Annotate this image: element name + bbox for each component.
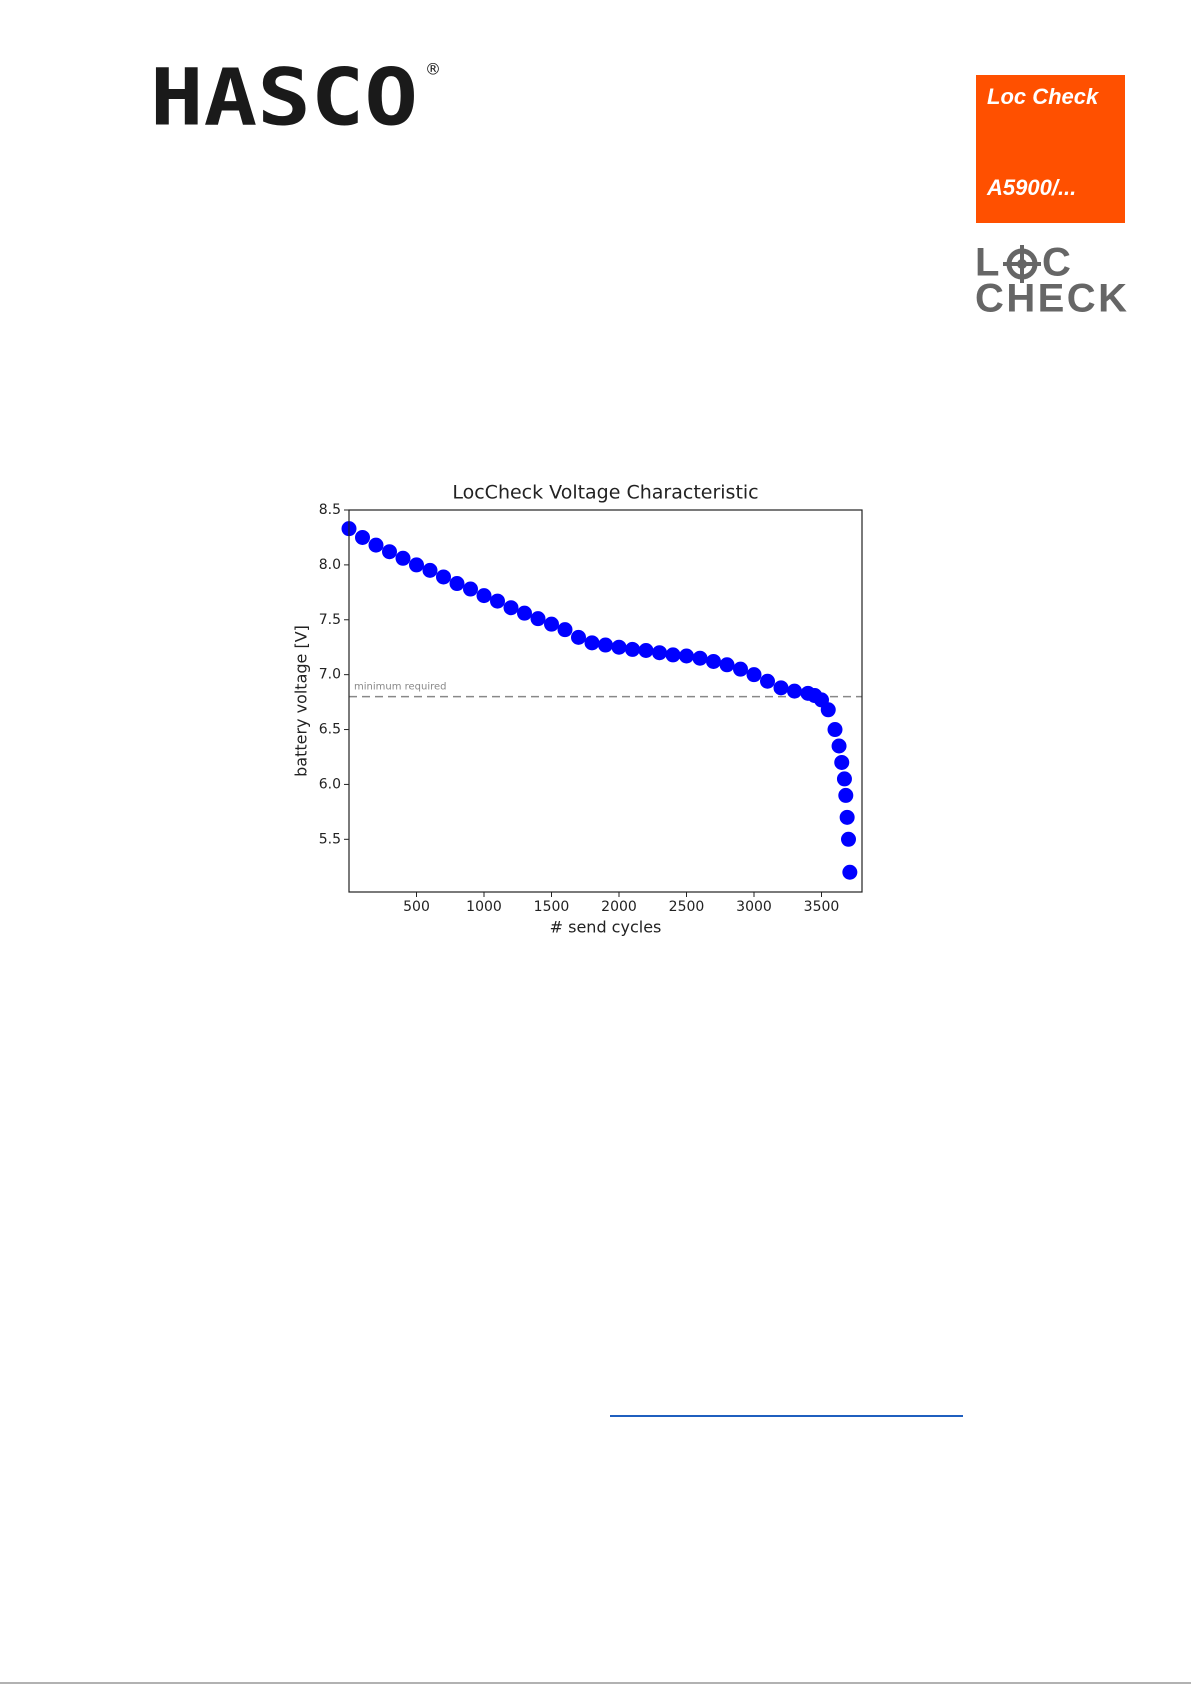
data-point: [706, 653, 721, 669]
data-point: [773, 680, 789, 696]
data-point: [665, 647, 681, 663]
x-tick-label: 1500: [534, 899, 570, 915]
x-tick-label: 1000: [466, 899, 502, 915]
data-point: [820, 702, 836, 718]
logo-letter: C: [1042, 241, 1071, 285]
data-point: [611, 639, 627, 655]
badge-line2: A5900/...: [986, 175, 1076, 200]
data-point: [842, 864, 858, 880]
data-point: [838, 787, 854, 803]
data-point: [760, 673, 775, 689]
data-point: [827, 722, 843, 738]
data-point: [733, 661, 748, 677]
data-point: [679, 648, 694, 664]
data-point: [449, 576, 465, 592]
registered-mark: ®: [425, 60, 441, 79]
data-point: [503, 600, 519, 616]
data-point: [409, 557, 424, 573]
data-point: [598, 637, 613, 653]
y-tick-label: 7.0: [319, 667, 341, 683]
data-point: [368, 537, 384, 553]
data-point: [831, 738, 847, 754]
data-point: [719, 657, 735, 673]
y-tick-label: 7.5: [319, 612, 341, 628]
x-tick-label: 3000: [736, 899, 772, 915]
data-point: [841, 831, 856, 847]
plot-frame: [348, 509, 863, 893]
y-axis-label: battery voltage [V]: [292, 625, 311, 777]
data-point: [544, 616, 559, 632]
data-point: [839, 809, 855, 825]
x-axis-label: # send cycles: [550, 918, 662, 937]
data-point: [476, 588, 492, 604]
chart-title: LocCheck Voltage Characteristic: [452, 482, 758, 504]
data-point: [834, 754, 850, 770]
data-point: [355, 529, 370, 545]
threshold-label: minimum required: [354, 682, 447, 693]
y-tick-label: 8.5: [319, 502, 341, 518]
data-point: [490, 593, 505, 609]
data-point: [517, 605, 532, 621]
badge: [976, 75, 1125, 223]
data-point: [422, 562, 438, 578]
x-tick-label: 500: [403, 899, 430, 915]
crosshair-icon: [1003, 245, 1041, 283]
x-tick-label: 2000: [601, 899, 637, 915]
data-point: [584, 635, 600, 651]
data-point: [625, 641, 640, 657]
badge-line1: Loc Check: [987, 84, 1100, 109]
logo-letter: L: [975, 241, 999, 285]
data-point: [692, 650, 708, 666]
y-tick-label: 6.5: [319, 722, 341, 738]
logo-check: CHECK: [975, 277, 1127, 321]
logo: HASCO: [150, 53, 418, 143]
y-tick-label: 6.0: [319, 776, 341, 792]
y-tick-label: 8.0: [319, 557, 341, 573]
data-point: [652, 645, 667, 661]
x-tick-label: 3500: [804, 899, 840, 915]
data-point: [836, 771, 852, 787]
x-tick-label: 2500: [669, 899, 705, 915]
data-point: [787, 683, 802, 699]
data-point: [746, 667, 762, 683]
chart: LocCheck Voltage Characteristic # send cy…: [292, 482, 863, 937]
data-point: [463, 581, 478, 597]
data-point: [436, 569, 451, 585]
data-point: [638, 643, 654, 659]
data-point: [530, 611, 546, 627]
data-point: [557, 622, 573, 638]
data-point: [382, 544, 397, 560]
data-point: [571, 629, 586, 645]
y-tick-label: 5.5: [319, 831, 341, 847]
data-point: [395, 550, 411, 566]
